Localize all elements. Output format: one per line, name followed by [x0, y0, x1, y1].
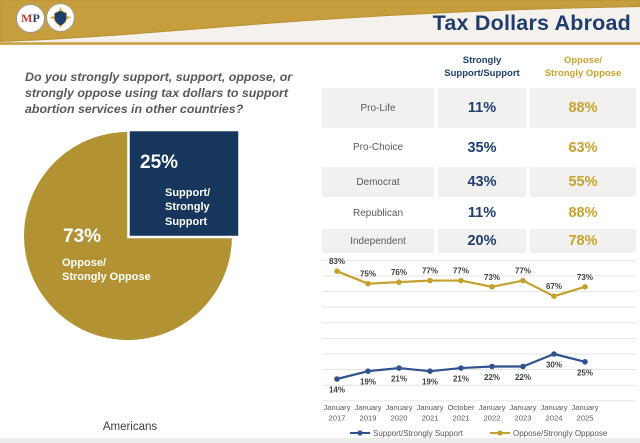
- data-label: 83%: [329, 257, 345, 266]
- data-label: 21%: [453, 375, 469, 384]
- data-label: 14%: [329, 386, 345, 395]
- table-cell-label: Pro-Choice: [352, 142, 404, 153]
- x-tick-label: January 2019: [354, 403, 381, 423]
- legend-label: Support/Strongly Support: [373, 429, 464, 438]
- table-cell-oppose: 63%: [568, 139, 598, 156]
- header-gold-rule: [0, 42, 640, 45]
- data-label: 67%: [546, 282, 562, 291]
- page-title: Tax Dollars Abroad: [432, 11, 631, 35]
- pie-chart-svg: [24, 128, 241, 340]
- x-tick-label: January 2025: [571, 403, 598, 423]
- table-cell-support: 20%: [438, 229, 526, 253]
- survey-question: Do you strongly support, support, oppose…: [25, 70, 293, 116]
- data-point: [365, 280, 371, 287]
- table-header-row: Strongly Support/Support Oppose/ Strongl…: [322, 50, 636, 86]
- mp-logo-p: P: [32, 11, 40, 25]
- data-label: 25%: [577, 368, 593, 377]
- table-cell-support: 35%: [467, 139, 497, 156]
- header-gold-swoosh: [0, 0, 640, 42]
- pie-support-percentage: 25%: [140, 152, 179, 173]
- data-label: 22%: [515, 373, 531, 382]
- data-label: 30%: [546, 361, 562, 370]
- pie-slice-support: [127, 128, 241, 239]
- table-cell-label: Republican: [352, 207, 404, 219]
- table-header-spacer: [322, 50, 434, 86]
- data-label: 73%: [484, 273, 500, 282]
- table-cell-oppose: 78%: [530, 229, 636, 253]
- data-label: 21%: [391, 375, 407, 384]
- data-label: 19%: [360, 378, 376, 387]
- x-tick-label: January 2017: [323, 403, 350, 423]
- pie-chart: 25% Support/ Strongly Support 73% Oppose…: [16, 126, 246, 348]
- table-header-support: Strongly Support/Support: [444, 55, 520, 79]
- table-cell-oppose: 88%: [530, 88, 636, 128]
- data-point: [551, 351, 557, 357]
- series-support: 14% 19% 21% 19% 21% 22% 22% 30% 25%: [329, 351, 593, 395]
- data-point: [582, 359, 588, 365]
- chart-gridlines: [322, 259, 636, 402]
- data-point: [458, 365, 464, 371]
- demographic-table: Strongly Support/Support Oppose/ Strongl…: [322, 50, 636, 253]
- table-cell-label: Democrat: [322, 167, 434, 197]
- table-header-oppose: Oppose/ Strongly Oppose: [544, 55, 622, 79]
- legend-marker: [497, 430, 503, 436]
- data-label: 73%: [577, 273, 593, 282]
- data-point: [520, 363, 526, 370]
- x-tick-label: October 2021: [447, 403, 474, 423]
- pie-oppose-percentage: 73%: [63, 226, 102, 247]
- data-label: 77%: [422, 267, 438, 276]
- table-cell-support: 43%: [438, 167, 526, 197]
- x-tick-label: January 2020: [385, 403, 412, 423]
- table-cell-oppose: 55%: [530, 167, 636, 197]
- data-point: [551, 293, 557, 299]
- data-point: [334, 376, 340, 382]
- data-point: [334, 268, 340, 274]
- x-tick-label: January 2023: [509, 403, 536, 423]
- x-tick-label: January 2022: [478, 403, 505, 423]
- data-point: [458, 277, 464, 284]
- data-point: [396, 279, 402, 285]
- knights-of-columbus-logo: [46, 3, 75, 32]
- trend-chart: 14% 19% 21% 19% 21% 22% 22% 30% 25% 83% 75% 76% 77% 7…: [322, 257, 636, 438]
- demographic-rows: Pro-Life 11% 88% Pro-Choice 35% 63% Democrat 43…: [322, 88, 636, 253]
- data-point: [396, 365, 402, 371]
- data-label: 19%: [422, 378, 438, 387]
- data-point: [489, 284, 495, 290]
- data-label: 22%: [484, 373, 500, 382]
- data-label: 76%: [391, 268, 407, 277]
- data-point: [365, 368, 371, 374]
- chart-legend: Support/Strongly Support Oppose/Strongly …: [350, 429, 608, 438]
- pie-support-label: Support/ Strongly Support: [165, 187, 211, 228]
- kofc-shield-icon: [54, 10, 67, 27]
- pie-oppose-label: Oppose/ Strongly Oppose: [62, 257, 151, 284]
- table-cell-label: Independent: [322, 229, 434, 253]
- audience-label: Americans: [102, 421, 158, 433]
- table-cell-oppose: 88%: [568, 205, 598, 221]
- swoosh-edge: [0, 0, 640, 43]
- data-label: 75%: [360, 270, 376, 279]
- header-band: [0, 0, 640, 45]
- legend-marker: [357, 430, 363, 436]
- table-cell-label: Pro-Life: [322, 88, 434, 128]
- table-cell-support: 11%: [438, 88, 526, 128]
- series-oppose: 83% 75% 76% 77% 77% 73% 77% 67% 73%: [329, 257, 593, 299]
- data-point: [427, 368, 433, 374]
- data-label: 77%: [453, 267, 469, 276]
- data-point: [489, 363, 495, 370]
- mp-logo-m: M: [21, 11, 33, 25]
- table-cell-support: 11%: [467, 205, 497, 221]
- data-point: [582, 284, 588, 290]
- legend-label: Oppose/Strongly Opppose: [513, 429, 608, 438]
- x-tick-label: January 2021: [416, 403, 443, 423]
- data-point: [427, 277, 433, 284]
- x-tick-label: January 2024: [540, 403, 567, 423]
- footer-strip: [0, 438, 640, 443]
- data-point: [520, 277, 526, 284]
- data-label: 77%: [515, 267, 531, 276]
